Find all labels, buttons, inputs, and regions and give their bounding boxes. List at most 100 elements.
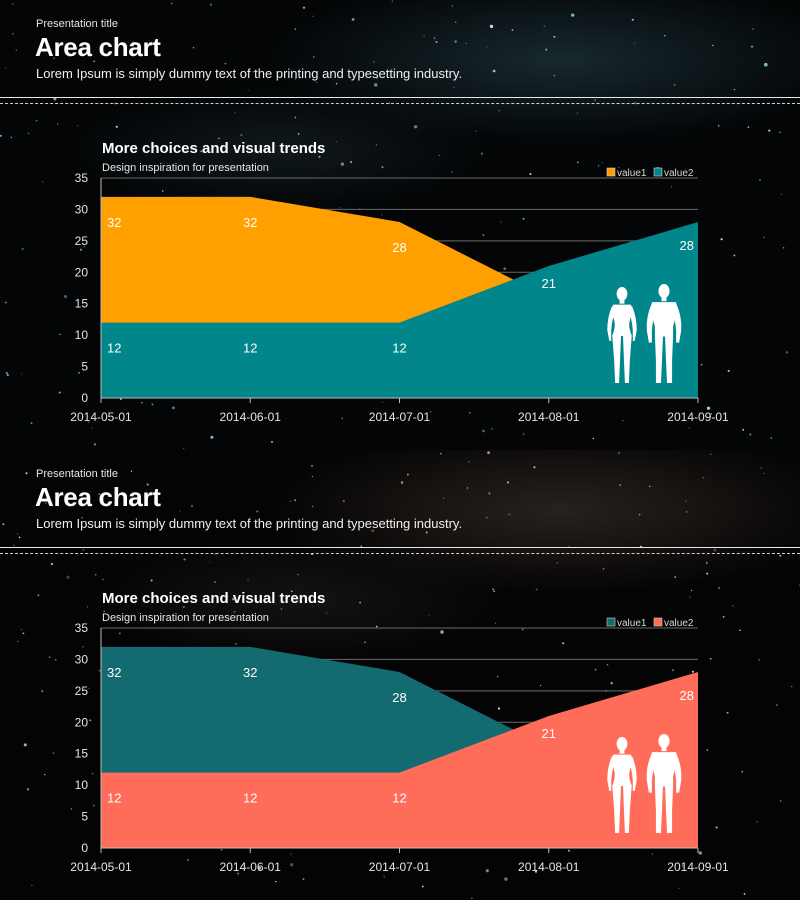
star	[11, 2, 14, 5]
star	[91, 427, 93, 429]
star	[534, 870, 538, 873]
star	[468, 460, 470, 463]
star	[179, 510, 181, 512]
legend-label: value2	[664, 168, 694, 179]
star	[619, 484, 622, 486]
star	[764, 62, 768, 67]
star	[480, 152, 483, 155]
y-tick-label: 20	[75, 715, 89, 729]
star	[187, 859, 189, 861]
star	[252, 70, 255, 73]
star	[491, 428, 493, 430]
x-tick-label: 2014-06-01	[220, 410, 282, 424]
star	[82, 645, 84, 648]
star	[339, 207, 341, 209]
star	[10, 136, 13, 139]
male-figure-icon	[646, 284, 682, 383]
star	[81, 517, 83, 519]
star	[529, 172, 532, 176]
data-label: 28	[680, 688, 694, 703]
star	[776, 704, 778, 706]
star	[601, 162, 603, 164]
star	[760, 466, 762, 469]
star	[383, 875, 386, 878]
star	[451, 170, 454, 173]
star	[25, 472, 28, 475]
star	[258, 866, 262, 870]
star	[743, 893, 746, 895]
star	[710, 413, 713, 415]
star	[567, 849, 571, 852]
star	[732, 605, 734, 607]
star	[231, 597, 235, 601]
star	[485, 869, 489, 873]
star	[35, 119, 38, 122]
star	[545, 48, 548, 51]
star	[271, 440, 273, 443]
star	[170, 2, 173, 5]
star	[278, 526, 281, 529]
star	[21, 373, 23, 375]
star	[592, 437, 595, 440]
star	[759, 179, 761, 181]
star	[733, 254, 736, 257]
page-title: Area chart	[35, 32, 161, 62]
star	[360, 545, 363, 548]
star	[688, 427, 690, 429]
star	[576, 112, 579, 114]
star	[758, 658, 761, 661]
star	[150, 579, 153, 582]
star	[594, 99, 596, 101]
chart-title: More choices and visual trends	[102, 140, 325, 157]
star	[533, 466, 536, 469]
y-tick-label: 15	[75, 747, 89, 761]
star	[749, 433, 752, 436]
star	[492, 588, 495, 591]
star	[763, 472, 765, 475]
star	[297, 573, 299, 576]
star	[649, 485, 651, 488]
star	[678, 887, 680, 889]
star	[290, 590, 293, 593]
star	[453, 86, 455, 88]
data-label: 32	[107, 215, 121, 230]
star	[247, 89, 249, 91]
data-label: 32	[243, 215, 257, 230]
y-tick-label: 5	[81, 810, 88, 824]
star	[706, 749, 709, 751]
star	[782, 246, 785, 249]
star	[522, 433, 525, 435]
star	[280, 608, 282, 610]
star	[115, 125, 118, 128]
star	[671, 186, 673, 188]
star	[53, 97, 57, 101]
star	[468, 411, 471, 414]
data-label: 28	[392, 240, 406, 255]
star	[44, 773, 46, 776]
star	[727, 369, 730, 372]
star	[234, 642, 237, 645]
star	[209, 561, 211, 563]
y-tick-label: 20	[75, 265, 89, 279]
star	[548, 416, 550, 418]
data-label: 12	[107, 341, 121, 356]
legend-swatch	[606, 167, 616, 177]
star	[31, 884, 33, 887]
star	[454, 21, 457, 23]
chart-subtitle: Design inspiration for presentation	[102, 162, 269, 174]
star	[770, 437, 773, 439]
star	[88, 687, 90, 690]
y-tick-label: 30	[75, 202, 89, 216]
star	[756, 821, 758, 823]
x-tick-label: 2014-06-01	[220, 860, 282, 874]
star	[373, 83, 378, 87]
star	[779, 800, 782, 802]
star	[104, 53, 106, 55]
star	[294, 116, 297, 119]
data-label: 12	[107, 791, 121, 806]
star	[407, 473, 409, 476]
y-tick-label: 10	[75, 778, 89, 792]
star	[27, 132, 30, 135]
star	[673, 83, 676, 86]
star	[4, 301, 7, 304]
